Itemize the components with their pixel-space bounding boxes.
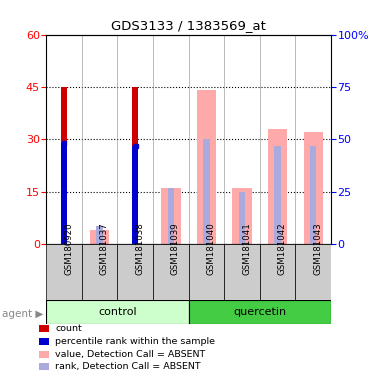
Text: GSM181037: GSM181037 (100, 222, 109, 275)
Text: GSM181039: GSM181039 (171, 222, 180, 275)
Bar (224, 244, 260, 300)
Bar (268, 129, 288, 244)
Bar (96, 227, 103, 244)
Bar (189, 244, 224, 300)
Bar (310, 146, 316, 244)
Bar (82, 244, 117, 300)
Text: GSM181043: GSM181043 (313, 222, 322, 275)
Title: GDS3133 / 1383569_at: GDS3133 / 1383569_at (111, 19, 266, 32)
Text: rank, Detection Call = ABSENT: rank, Detection Call = ABSENT (55, 362, 201, 371)
Bar (260, 244, 296, 300)
Bar (232, 188, 252, 244)
Bar (153, 244, 189, 300)
Bar (189, 300, 331, 324)
Text: count: count (55, 324, 82, 333)
Bar (203, 139, 210, 244)
Bar (61, 143, 67, 244)
Bar (132, 87, 139, 244)
Text: value, Detection Call = ABSENT: value, Detection Call = ABSENT (55, 349, 205, 359)
Bar (46, 300, 189, 324)
Text: GSM180920: GSM180920 (64, 222, 73, 275)
Bar (303, 132, 323, 244)
Text: quercetin: quercetin (233, 307, 286, 317)
Bar (117, 244, 153, 300)
Bar (275, 146, 281, 244)
Text: GSM181040: GSM181040 (206, 222, 216, 275)
Bar (133, 144, 138, 148)
Bar (239, 192, 245, 244)
Bar (132, 146, 139, 244)
Bar (90, 230, 109, 244)
Bar (167, 188, 174, 244)
Text: GSM181038: GSM181038 (135, 222, 144, 275)
Bar (161, 188, 181, 244)
Text: GSM181042: GSM181042 (278, 222, 287, 275)
Text: GSM181041: GSM181041 (242, 222, 251, 275)
Text: control: control (98, 307, 137, 317)
Bar (62, 141, 67, 145)
Bar (296, 244, 331, 300)
Bar (197, 90, 216, 244)
Bar (46, 244, 82, 300)
Text: agent ▶: agent ▶ (2, 309, 43, 319)
Text: percentile rank within the sample: percentile rank within the sample (55, 337, 215, 346)
Bar (61, 87, 67, 244)
